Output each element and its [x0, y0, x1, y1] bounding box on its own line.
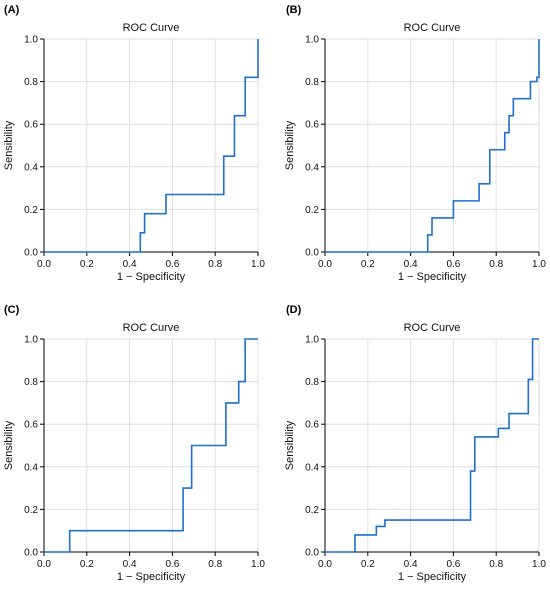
y-axis-label: Sensibility	[3, 420, 15, 470]
panel-label: (B)	[286, 4, 302, 16]
y-axis-label: Sensibility	[284, 420, 296, 470]
y-axis-label: Sensibility	[3, 120, 15, 170]
y-tick-label: 0.0	[24, 548, 38, 559]
x-tick-label: 0.0	[37, 559, 51, 570]
chart-title: ROC Curve	[123, 22, 180, 34]
x-tick-label: 0.6	[165, 259, 179, 270]
y-tick-label: 0.8	[24, 77, 38, 88]
x-tick-label: 0.8	[208, 259, 222, 270]
x-tick-label: 0.2	[80, 259, 94, 270]
y-tick-label: 0.2	[24, 205, 38, 216]
roc-curve-line	[325, 338, 539, 553]
x-axis-label: 1 − Specificity	[398, 271, 467, 283]
x-tick-label: 0.2	[361, 259, 375, 270]
panel-label: (C)	[4, 304, 20, 316]
x-axis-label: 1 − Specificity	[117, 571, 186, 583]
x-tick-label: 1.0	[251, 259, 265, 270]
y-tick-label: 0.8	[305, 377, 319, 388]
roc-panel-2: (C) ROC Curve 0.0 0.2 0.4 0.6 0.8 1.0 0.0 0.2 0.4 0…	[3, 304, 265, 583]
y-tick-label: 1.0	[305, 335, 319, 346]
roc-curve-line	[44, 338, 258, 553]
roc-curve-line	[44, 39, 259, 253]
y-tick-label: 0.0	[305, 548, 319, 559]
y-tick-label: 0.6	[24, 120, 38, 131]
x-tick-label: 0.2	[80, 559, 94, 570]
x-tick-label: 0.6	[165, 559, 179, 570]
y-tick-label: 0.8	[24, 377, 38, 388]
x-tick-label: 0.6	[446, 259, 460, 270]
y-tick-label: 1.0	[305, 35, 319, 46]
y-tick-label: 0.2	[305, 505, 319, 516]
panel-label: (A)	[4, 4, 20, 16]
x-tick-label: 0.0	[37, 259, 51, 270]
x-tick-label: 0.4	[123, 259, 137, 270]
roc-panel-3: (D) ROC Curve 0.0 0.2 0.4 0.6 0.8 1.0 0.0 0.2 0.4 0…	[284, 304, 546, 583]
x-tick-label: 0.4	[123, 559, 137, 570]
y-axis-label: Sensibility	[284, 120, 296, 170]
x-tick-label: 0.2	[361, 559, 375, 570]
x-tick-label: 0.4	[404, 259, 418, 270]
chart-title: ROC Curve	[123, 322, 180, 334]
y-tick-label: 0.8	[305, 77, 319, 88]
x-tick-label: 0.0	[318, 559, 332, 570]
x-tick-label: 0.8	[489, 259, 503, 270]
y-tick-label: 0.2	[305, 205, 319, 216]
y-tick-label: 0.0	[305, 248, 319, 259]
x-tick-label: 0.6	[446, 559, 460, 570]
y-tick-label: 0.4	[305, 462, 319, 473]
y-tick-label: 0.6	[305, 120, 319, 131]
x-tick-label: 0.8	[489, 559, 503, 570]
y-tick-label: 0.6	[305, 420, 319, 431]
panel-label: (D)	[286, 304, 302, 316]
x-tick-label: 1.0	[251, 559, 265, 570]
y-tick-label: 1.0	[24, 335, 38, 346]
roc-panel-1: (B) ROC Curve 0.0 0.2 0.4 0.6 0.8 1.0 0.0 0.2 0.4 0…	[284, 4, 546, 283]
y-tick-label: 1.0	[24, 35, 38, 46]
x-axis-label: 1 − Specificity	[117, 271, 186, 283]
x-tick-label: 0.8	[208, 559, 222, 570]
chart-title: ROC Curve	[404, 322, 461, 334]
y-tick-label: 0.2	[24, 505, 38, 516]
y-tick-label: 0.4	[24, 462, 38, 473]
x-tick-label: 0.0	[318, 259, 332, 270]
chart-title: ROC Curve	[404, 22, 461, 34]
roc-panel-0: (A) ROC Curve 0.0 0.2 0.4 0.6 0.8 1.0 0.0 0.2 0.4 0…	[3, 4, 265, 283]
y-tick-label: 0.6	[24, 420, 38, 431]
roc-curve-line	[325, 39, 540, 253]
x-axis-label: 1 − Specificity	[398, 571, 467, 583]
x-tick-label: 0.4	[404, 559, 418, 570]
y-tick-label: 0.0	[24, 248, 38, 259]
x-tick-label: 1.0	[532, 259, 546, 270]
x-tick-label: 1.0	[532, 559, 546, 570]
y-tick-label: 0.4	[24, 162, 38, 173]
y-tick-label: 0.4	[305, 162, 319, 173]
